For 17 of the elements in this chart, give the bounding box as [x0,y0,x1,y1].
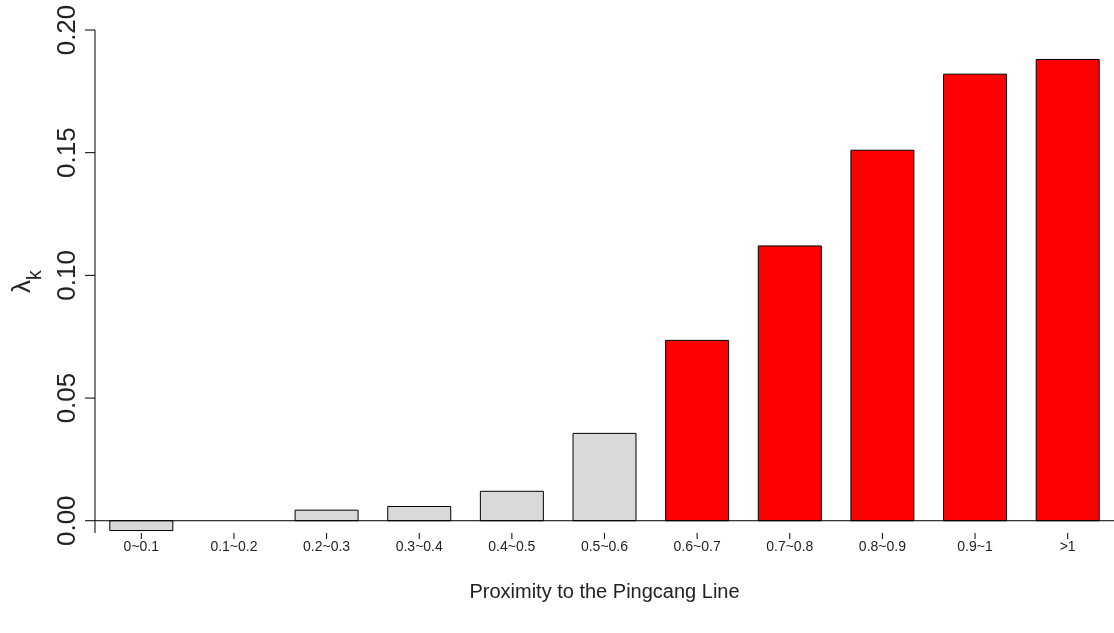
x-tick-label: 0~0.1 [123,537,160,554]
y-tick-label: 0.15 [51,127,81,178]
y-tick-label: 0.00 [51,495,81,547]
x-tick-label: 0.6~0.7 [673,537,721,554]
y-tick-label: 0.20 [51,4,81,56]
x-tick-label: >1 [1059,537,1076,554]
x-tick-label: 0.3~0.4 [395,537,443,554]
x-tick-label: 0.9~1 [957,537,993,554]
x-axis-title: Proximity to the Pingcang Line [469,580,740,602]
x-tick-label: 0.2~0.3 [303,537,351,554]
x-tick-label: 0.7~0.8 [766,537,814,554]
x-tick-label: 0.8~0.9 [858,537,907,554]
y-tick-label: 0.10 [51,250,81,301]
y-tick-label: 0.05 [51,372,81,424]
x-tick-label: 0.1~0.2 [210,537,258,554]
x-tick-label: 0.5~0.6 [580,537,629,554]
x-tick-label: 0.4~0.5 [488,537,536,554]
